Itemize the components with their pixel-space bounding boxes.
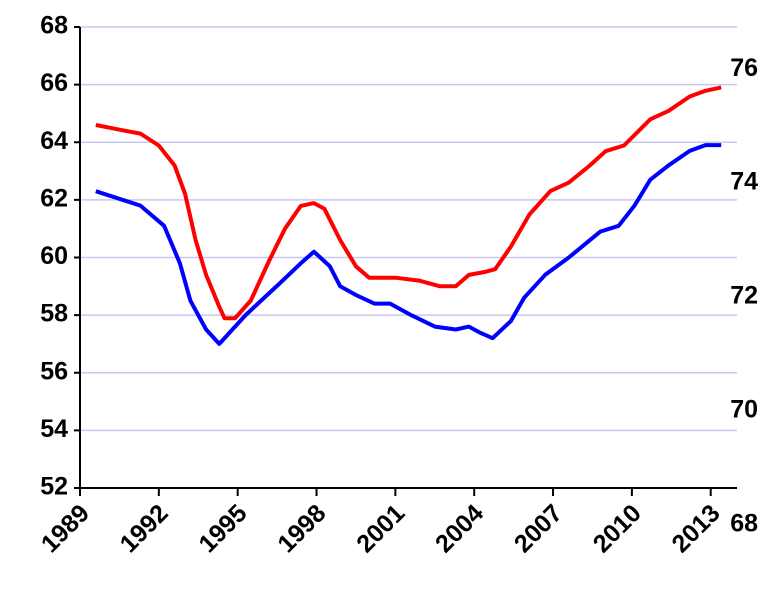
- y2-tick-label: 68: [730, 510, 758, 538]
- x-tick-label: 2013: [667, 499, 726, 558]
- y-tick-label: 66: [40, 69, 68, 97]
- x-tick-label: 1998: [272, 499, 331, 558]
- x-tick-label: 2010: [588, 499, 647, 558]
- y-tick-label: 62: [40, 184, 68, 212]
- x-tick-label: 2001: [351, 499, 410, 558]
- data-line: [95, 85, 722, 321]
- y-tick-label: 64: [40, 127, 68, 155]
- y2-tick-label: 72: [730, 282, 758, 310]
- y-tick-label: 54: [40, 415, 68, 443]
- y-tick-label: 52: [40, 473, 68, 501]
- y-tick-label: 58: [40, 300, 68, 328]
- y-tick-label: 68: [40, 12, 68, 40]
- x-tick-label: 2007: [509, 499, 568, 558]
- y2-tick-label: 74: [730, 168, 758, 196]
- y2-tick-label: 70: [730, 396, 758, 424]
- y2-tick-label: 76: [730, 54, 758, 82]
- y-tick-label: 56: [40, 357, 68, 385]
- y-tick-label: 60: [40, 242, 68, 270]
- x-tick-label: 2004: [430, 499, 489, 558]
- data-line: [95, 143, 722, 346]
- x-tick-label: 1992: [115, 499, 174, 558]
- x-tick-label: 1989: [36, 499, 95, 558]
- x-tick-label: 1995: [193, 499, 252, 558]
